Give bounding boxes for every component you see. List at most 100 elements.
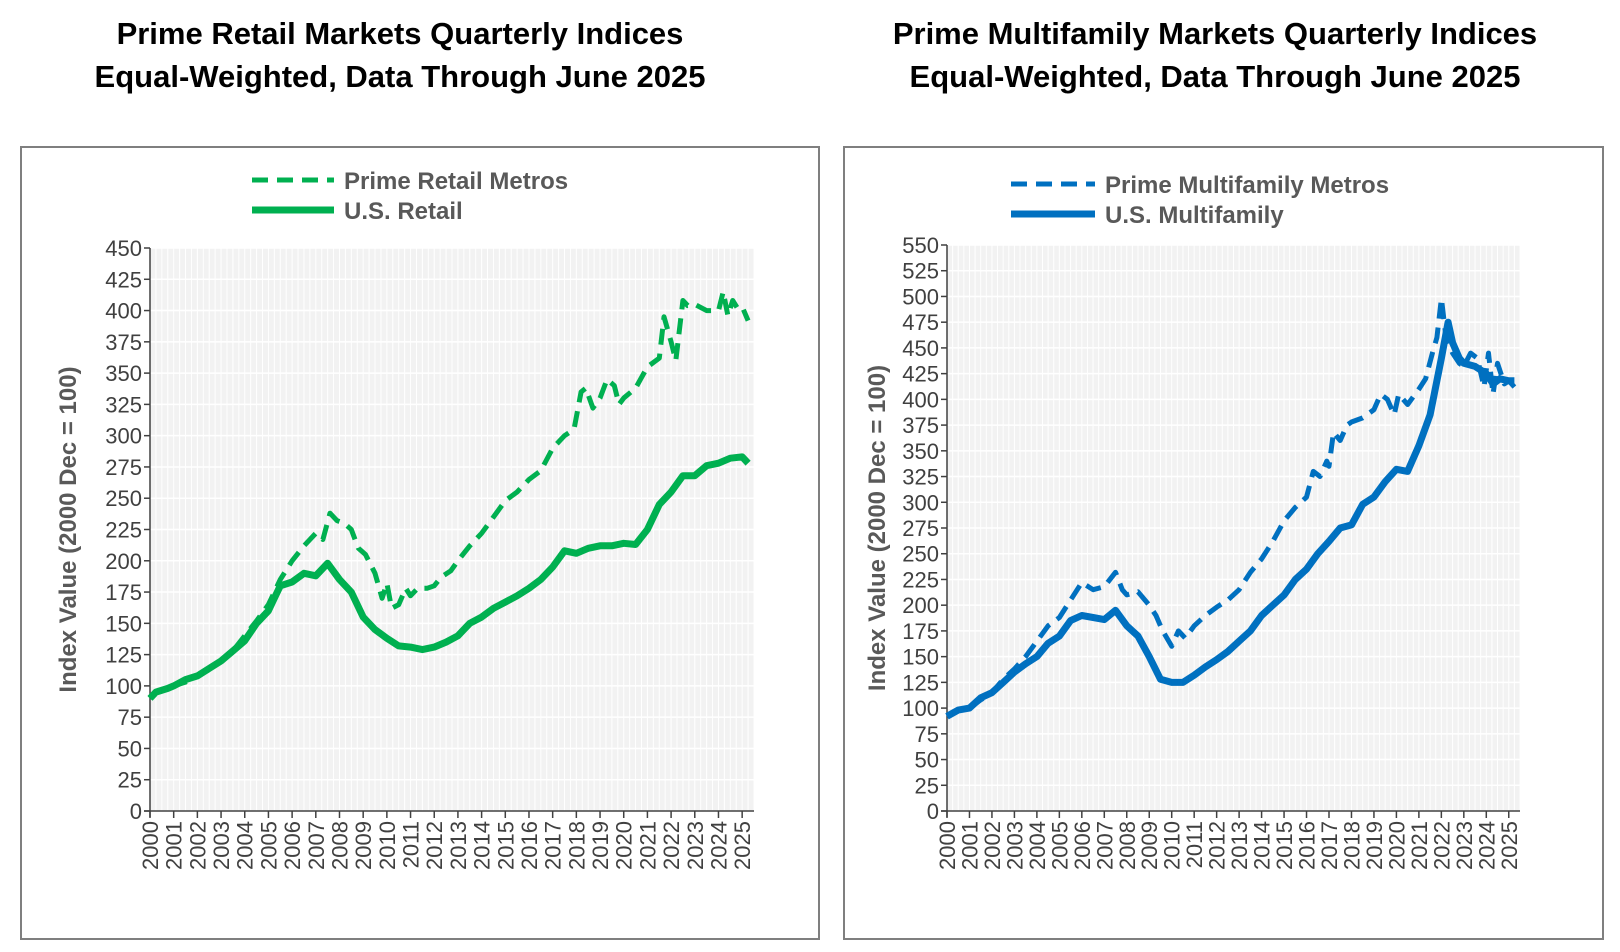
multifamily-x-tick-label: 2005 bbox=[1047, 821, 1072, 870]
retail-y-tick-label: 400 bbox=[105, 299, 142, 324]
retail-chart: 0 25 50 75 100 125 150 175 200 225 250 275 300 325 350… bbox=[55, 168, 755, 870]
multifamily-x-tick-label: 2020 bbox=[1384, 821, 1409, 870]
multifamily-series-us-line bbox=[945, 318, 1515, 720]
retail-series-us-line bbox=[147, 453, 751, 701]
retail-y-tick-label: 75 bbox=[118, 705, 142, 730]
multifamily-chart: 0255075100125150175200225250275300325350… bbox=[864, 172, 1522, 870]
retail-title-line-1: Prime Retail Markets Quarterly Indices bbox=[116, 16, 684, 51]
retail-y-tick-label: 0 bbox=[130, 799, 142, 824]
multifamily-y-tick-label: 500 bbox=[902, 284, 939, 309]
retail-y-tick-label: 325 bbox=[105, 392, 142, 417]
multifamily-x-tick-label: 2008 bbox=[1115, 821, 1140, 870]
multifamily-x-tick-label: 2017 bbox=[1317, 821, 1342, 870]
retail-y-axis-label: Index Value (2000 Dec = 100) bbox=[55, 366, 82, 692]
multifamily-x-tick-label: 2010 bbox=[1160, 821, 1185, 870]
multifamily-y-tick-label: 275 bbox=[902, 516, 939, 541]
retail-x-tick-label: 2016 bbox=[517, 821, 542, 870]
retail-y-tick-label: 100 bbox=[105, 674, 142, 699]
multifamily-chart-title: Prime Multifamily Markets Quarterly Indi… bbox=[835, 12, 1595, 98]
retail-legend-label: U.S. Retail bbox=[344, 198, 463, 225]
multifamily-y-tick-label: 100 bbox=[902, 696, 939, 721]
retail-y-tick-label: 275 bbox=[105, 455, 142, 480]
retail-y-tick-label: 225 bbox=[105, 518, 142, 543]
multifamily-x-tick-label: 2021 bbox=[1407, 821, 1432, 870]
multifamily-chart-panel: 0 25 50 75 100 125 150 175 200 225 250 275 300 325 350… bbox=[843, 146, 1604, 940]
multifamily-x-tick-label: 2009 bbox=[1137, 821, 1162, 870]
retail-y-tick-label: 425 bbox=[105, 267, 142, 292]
multifamily-y-tick-label: 225 bbox=[902, 567, 939, 592]
retail-x-tick-label: 2013 bbox=[446, 821, 471, 870]
multifamily-y-tick-label: 25 bbox=[915, 773, 939, 798]
retail-y-tick-label: 375 bbox=[105, 330, 142, 355]
retail-x-tick-label: 2009 bbox=[351, 821, 376, 870]
retail-series-prime-metros-line bbox=[148, 289, 751, 701]
retail-title-line-2: Equal-Weighted, Data Through June 2025 bbox=[94, 59, 706, 94]
multifamily-x-tick-label: 2018 bbox=[1339, 821, 1364, 870]
multifamily-y-tick-label: 375 bbox=[902, 413, 939, 438]
multifamily-x-tick-label: 2000 bbox=[935, 821, 960, 870]
multifamily-x-tick-label: 2022 bbox=[1429, 821, 1454, 870]
multifamily-y-tick-label: 550 bbox=[902, 233, 939, 258]
multifamily-x-tick-label: 2001 bbox=[957, 821, 982, 870]
multifamily-x-tick-label: 2003 bbox=[1002, 821, 1027, 870]
multifamily-y-tick-label: 475 bbox=[902, 310, 939, 335]
retail-chart-panel: 0 25 50 75 100 125 150 175 200 225 250 275 300 325 350… bbox=[20, 146, 820, 940]
retail-x-tick-label: 2008 bbox=[327, 821, 352, 870]
multifamily-x-tick-label: 2024 bbox=[1474, 821, 1499, 870]
multifamily-x-tick-label: 2023 bbox=[1452, 821, 1477, 870]
multifamily-y-tick-label: 300 bbox=[902, 490, 939, 515]
multifamily-x-tick-label: 2012 bbox=[1205, 821, 1230, 870]
retail-x-tick-label: 2024 bbox=[706, 821, 731, 870]
multifamily-y-tick-label: 125 bbox=[902, 670, 939, 695]
retail-chart-title: Prime Retail Markets Quarterly Indices E… bbox=[20, 12, 780, 98]
retail-y-tick-label: 350 bbox=[105, 361, 142, 386]
multifamily-title-line-1: Prime Multifamily Markets Quarterly Indi… bbox=[892, 16, 1538, 51]
retail-y-tick-label: 150 bbox=[105, 611, 142, 636]
multifamily-legend-label: Prime Multifamily Metros bbox=[1105, 172, 1389, 199]
retail-x-tick-label: 2015 bbox=[493, 821, 518, 870]
retail-y-tick-label: 125 bbox=[105, 643, 142, 668]
retail-x-tick-label: 2007 bbox=[304, 821, 329, 870]
multifamily-x-tick-label: 2004 bbox=[1025, 821, 1050, 870]
multifamily-y-tick-label: 250 bbox=[902, 542, 939, 567]
retail-x-tick-label: 2023 bbox=[683, 821, 708, 870]
multifamily-y-axis-label: Index Value (2000 Dec = 100) bbox=[864, 365, 891, 691]
retail-y-tick-label: 25 bbox=[118, 768, 142, 793]
multifamily-title-line-2: Equal-Weighted, Data Through June 2025 bbox=[909, 59, 1521, 94]
retail-y-tick-label: 450 bbox=[105, 236, 142, 261]
retail-x-tick-label: 2005 bbox=[256, 821, 281, 870]
retail-x-tick-label: 2022 bbox=[659, 821, 684, 870]
retail-x-tick-label: 2011 bbox=[399, 821, 424, 868]
multifamily-y-tick-label: 200 bbox=[902, 593, 939, 618]
multifamily-x-tick-label: 2011 bbox=[1182, 821, 1207, 868]
multifamily-x-tick-label: 2019 bbox=[1362, 821, 1387, 870]
retail-x-tick-label: 2001 bbox=[162, 821, 187, 870]
multifamily-y-tick-label: 525 bbox=[902, 259, 939, 284]
multifamily-x-tick-label: 2025 bbox=[1497, 821, 1522, 870]
multifamily-legend-label: U.S. Multifamily bbox=[1105, 202, 1284, 229]
retail-x-tick-label: 2004 bbox=[233, 821, 258, 870]
retail-x-tick-label: 2010 bbox=[375, 821, 400, 870]
multifamily-x-tick-label: 2014 bbox=[1250, 821, 1275, 870]
retail-x-tick-label: 2014 bbox=[470, 821, 495, 870]
multifamily-y-tick-label: 0 bbox=[927, 799, 939, 824]
multifamily-series-prime-metros-line bbox=[945, 296, 1517, 719]
multifamily-y-tick-label: 450 bbox=[902, 336, 939, 361]
retail-x-tick-label: 2021 bbox=[635, 821, 660, 870]
retail-y-tick-label: 250 bbox=[105, 486, 142, 511]
multifamily-x-tick-label: 2016 bbox=[1295, 821, 1320, 870]
retail-x-tick-label: 2025 bbox=[730, 821, 755, 870]
multifamily-y-tick-label: 350 bbox=[902, 439, 939, 464]
retail-x-tick-label: 2002 bbox=[185, 821, 210, 870]
retail-y-tick-label: 200 bbox=[105, 549, 142, 574]
multifamily-y-tick-label: 175 bbox=[902, 619, 939, 644]
retail-legend-label: Prime Retail Metros bbox=[344, 168, 568, 195]
retail-x-tick-label: 2003 bbox=[209, 821, 234, 870]
multifamily-y-tick-label: 50 bbox=[915, 748, 939, 773]
retail-y-tick-label: 300 bbox=[105, 424, 142, 449]
retail-x-tick-label: 2000 bbox=[138, 821, 163, 870]
multifamily-x-tick-label: 2015 bbox=[1272, 821, 1297, 870]
retail-x-tick-label: 2018 bbox=[564, 821, 589, 870]
retail-x-tick-label: 2006 bbox=[280, 821, 305, 870]
multifamily-x-tick-label: 2002 bbox=[980, 821, 1005, 870]
